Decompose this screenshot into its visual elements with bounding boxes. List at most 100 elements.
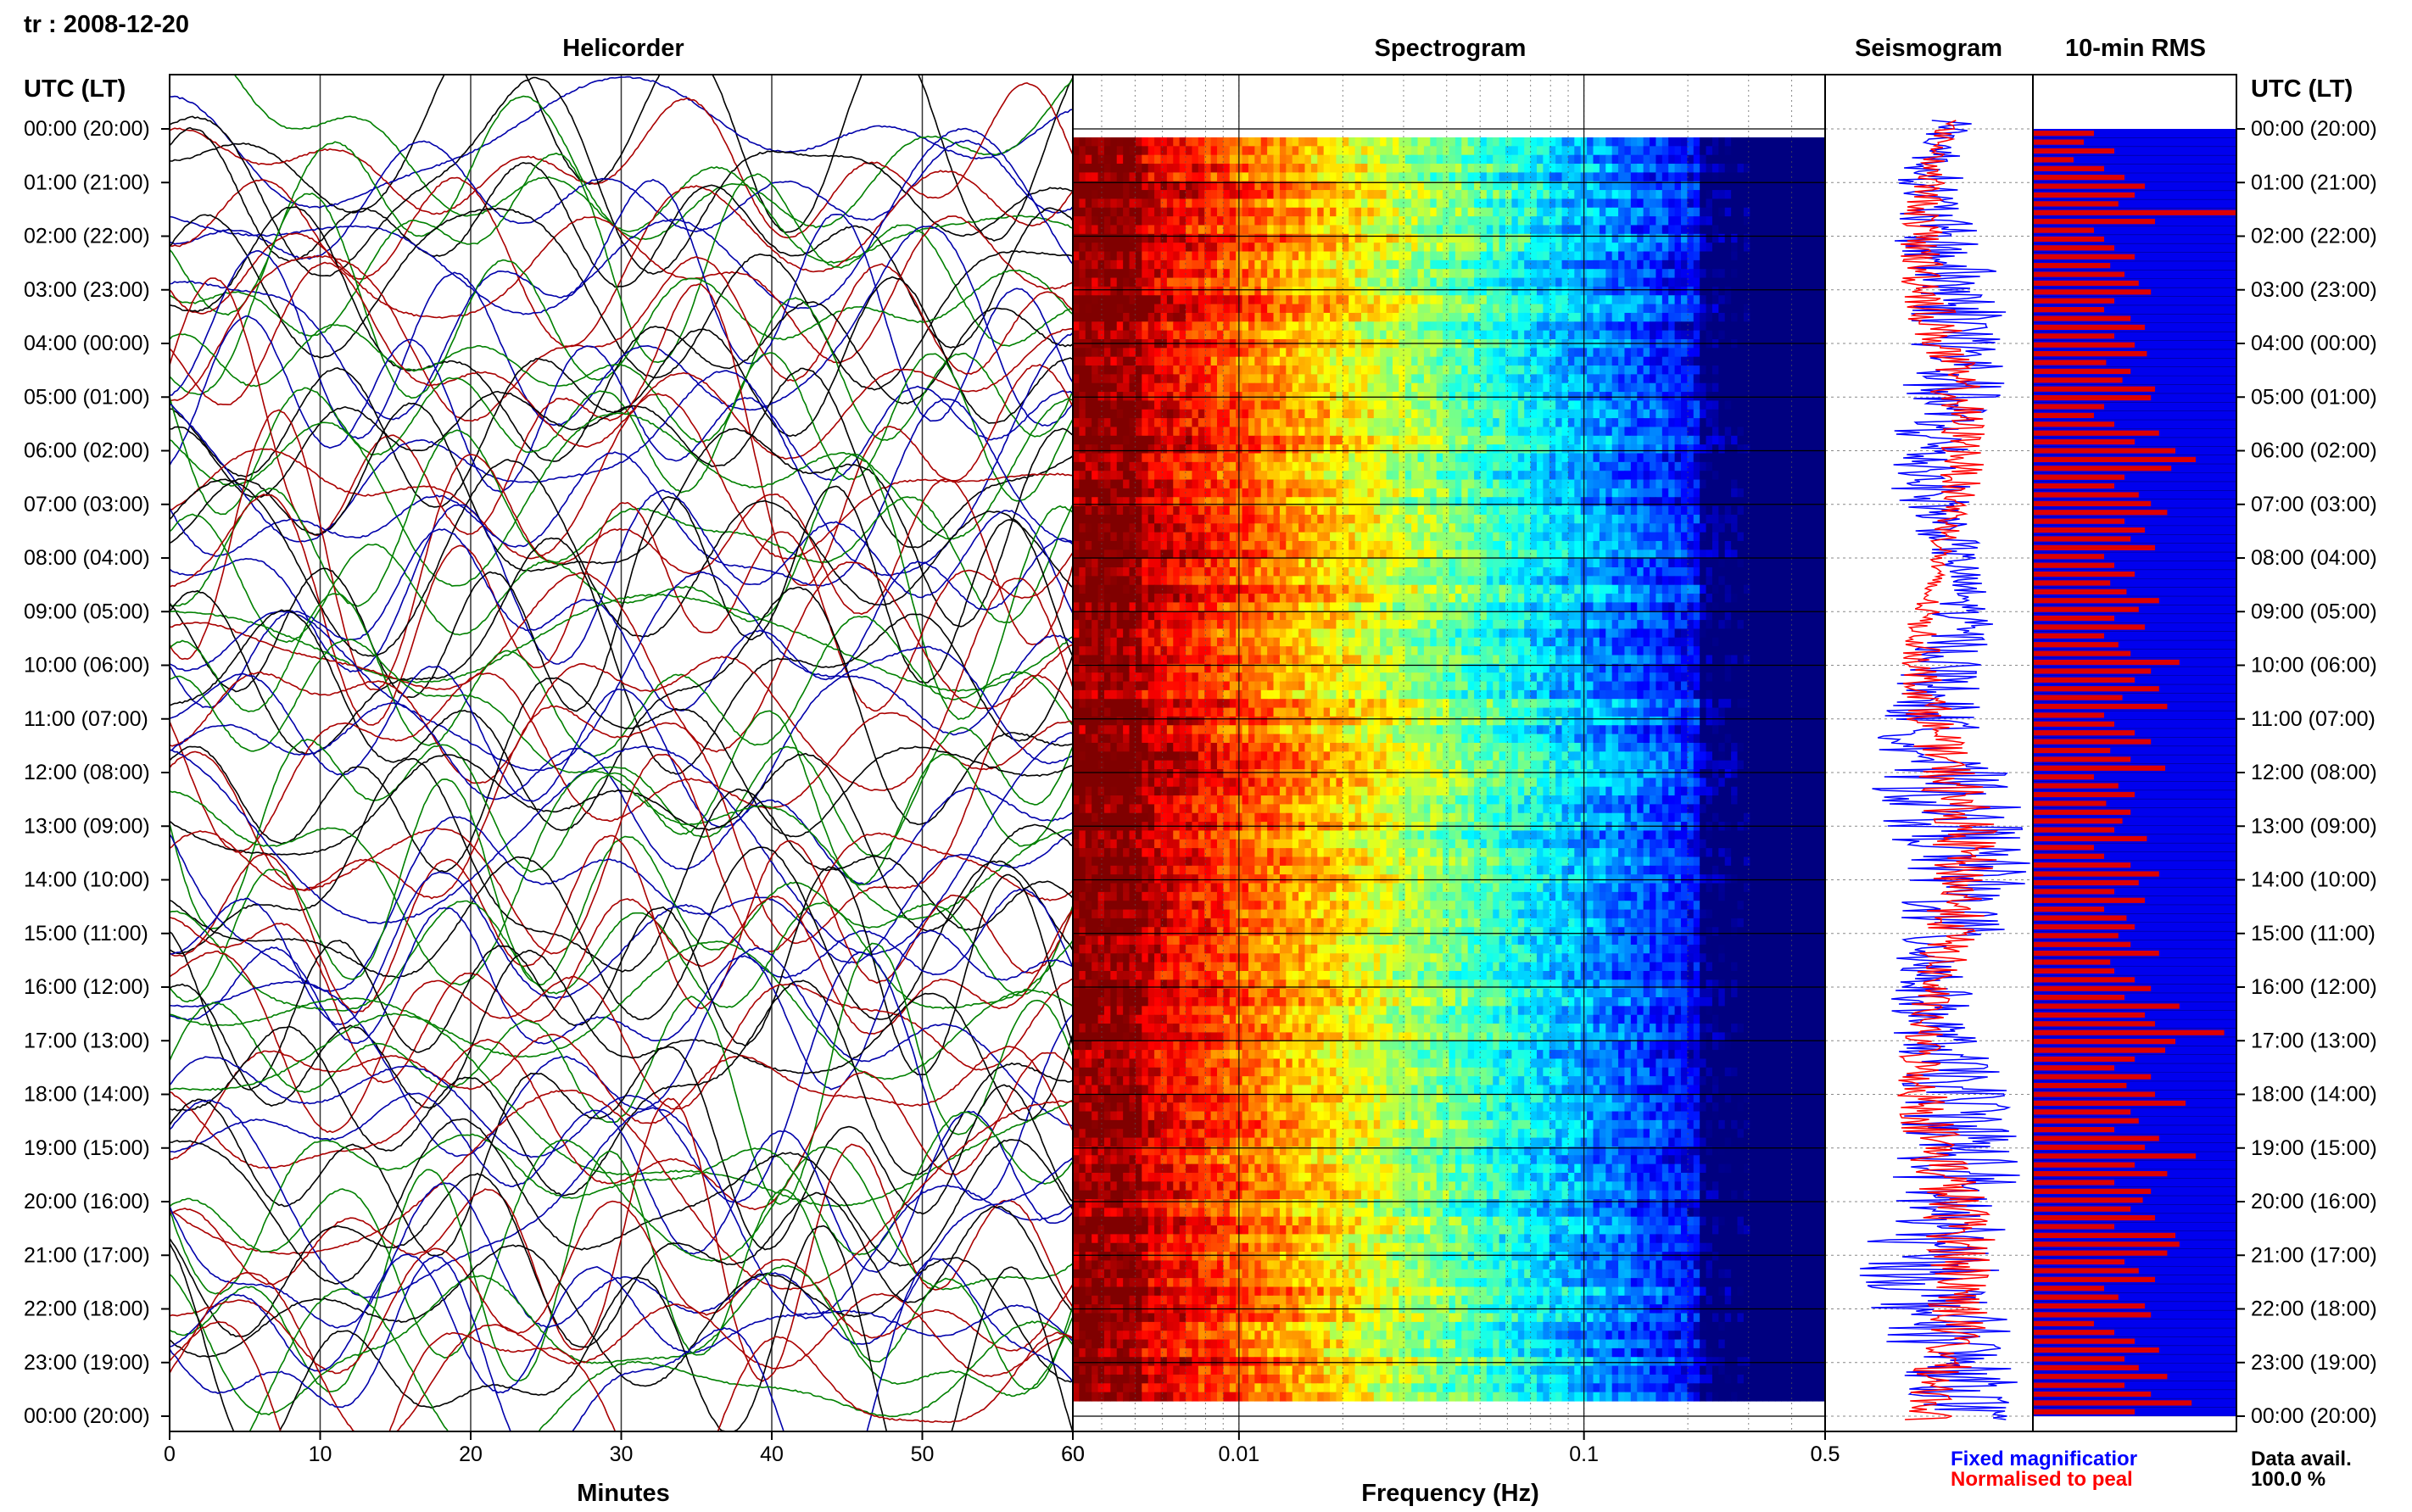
spectrogram-cell [1343,436,1349,445]
spectrogram-cell [1681,295,1688,304]
spectrogram-cell [1110,225,1117,234]
spectrogram-cell [1411,164,1418,173]
spectrogram-cell [1499,208,1506,217]
spectrogram-cell [1562,471,1569,480]
spectrogram-cell [1762,234,1769,243]
spectrogram-cell [1555,480,1562,489]
spectrogram-cell [1274,383,1281,393]
spectrogram-cell [1612,155,1619,165]
spectrogram-cell [1154,287,1161,296]
spectrogram-cell [1311,427,1318,436]
spectrogram-cell [1110,190,1117,199]
spectrogram-cell [1261,146,1268,155]
spectrogram-cell [1393,400,1399,410]
spectrogram-cell [1781,471,1788,480]
spectrogram-cell [1524,462,1531,471]
spectrogram-cell [1343,260,1349,270]
spectrogram-cell [1531,357,1538,366]
spectrogram-cell [1086,208,1092,217]
spectrogram-cell [1079,480,1086,489]
spectrogram-cell [1468,146,1475,155]
spectrogram-cell [1192,427,1198,436]
spectrogram-cell [1274,190,1281,199]
spectrogram-cell [1480,146,1487,155]
spectrogram-cell [1348,278,1355,287]
spectrogram-cell [1681,278,1688,287]
spectrogram-cell [1374,480,1381,489]
spectrogram-cell [1768,172,1775,181]
spectrogram-cell [1104,269,1111,278]
spectrogram-cell [1374,418,1381,427]
spectrogram-cell [1568,260,1575,270]
spectrogram-cell [1744,444,1750,454]
spectrogram-cell [1286,252,1293,261]
spectrogram-cell [1405,436,1412,445]
spectrogram-cell [1744,155,1750,165]
spectrogram-cell [1618,198,1625,208]
spectrogram-cell [1437,392,1443,401]
spectrogram-cell [1348,418,1355,427]
spectrogram-cell [1104,304,1111,314]
spectrogram-cell [1136,471,1142,480]
spectrogram-cell [1449,287,1456,296]
spectrogram-cell [1304,427,1311,436]
spectrogram-cell [1405,331,1412,340]
spectrogram-cell [1706,436,1713,445]
spectrogram-cell [1712,418,1719,427]
spectrogram-cell [1449,269,1456,278]
spectrogram-cell [1612,198,1619,208]
spectrogram-cell [1086,278,1092,287]
spectrogram-cell [1167,155,1174,165]
spectrogram-cell [1086,269,1092,278]
spectrogram-cell [1418,146,1425,155]
spectrogram-cell [1718,374,1725,383]
spectrogram-cell [1154,155,1161,165]
spectrogram-cell [1531,410,1538,419]
spectrogram-cell [1531,137,1538,147]
spectrogram-cell [1694,374,1700,383]
spectrogram-cell [1537,190,1544,199]
spectrogram-cell [1681,243,1688,252]
spectrogram-cell [1655,278,1662,287]
spectrogram-cell [1594,331,1600,340]
spectrogram-cell [1280,410,1287,419]
spectrogram-cell [1718,410,1725,419]
spectrogram-cell [1387,313,1393,322]
spectrogram-cell [1524,418,1531,427]
spectrogram-cell [1361,287,1368,296]
spectrogram-cell [1731,471,1738,480]
spectrogram-cell [1637,146,1644,155]
spectrogram-cell [1800,260,1806,270]
spectrogram-cell [1612,243,1619,252]
spectrogram-cell [1186,383,1192,393]
spectrogram-cell [1644,172,1650,181]
spectrogram-cell [1086,243,1092,252]
spectrogram-cell [1110,321,1117,331]
spectrogram-cell [1286,260,1293,270]
spectrogram-cell [1387,444,1393,454]
spectrogram-cell [1148,418,1155,427]
spectrogram-cell [1148,365,1155,375]
spectrogram-cell [1117,374,1124,383]
spectrogram-cell [1718,208,1725,217]
spectrogram-cell [1267,462,1274,471]
spectrogram-cell [1361,198,1368,208]
spectrogram-cell [1461,331,1468,340]
spectrogram-cell [1443,418,1449,427]
spectrogram-cell [1336,357,1343,366]
spectrogram-cell [1173,198,1180,208]
spectrogram-cell [1718,287,1725,296]
spectrogram-cell [1267,383,1274,393]
spectrogram-cell [1086,225,1092,234]
spectrogram-cell [1637,155,1644,165]
spectrogram-cell [1418,331,1425,340]
spectrogram-cell [1756,427,1763,436]
spectrogram-cell [1261,410,1268,419]
spectrogram-cell [1600,198,1606,208]
spectrogram-cell [1605,454,1612,463]
spectrogram-cell [1293,331,1299,340]
spectrogram-cell [1387,480,1393,489]
spectrogram-cell [1738,287,1745,296]
spectrogram-cell [1223,260,1230,270]
spectrogram-cell [1681,348,1688,357]
